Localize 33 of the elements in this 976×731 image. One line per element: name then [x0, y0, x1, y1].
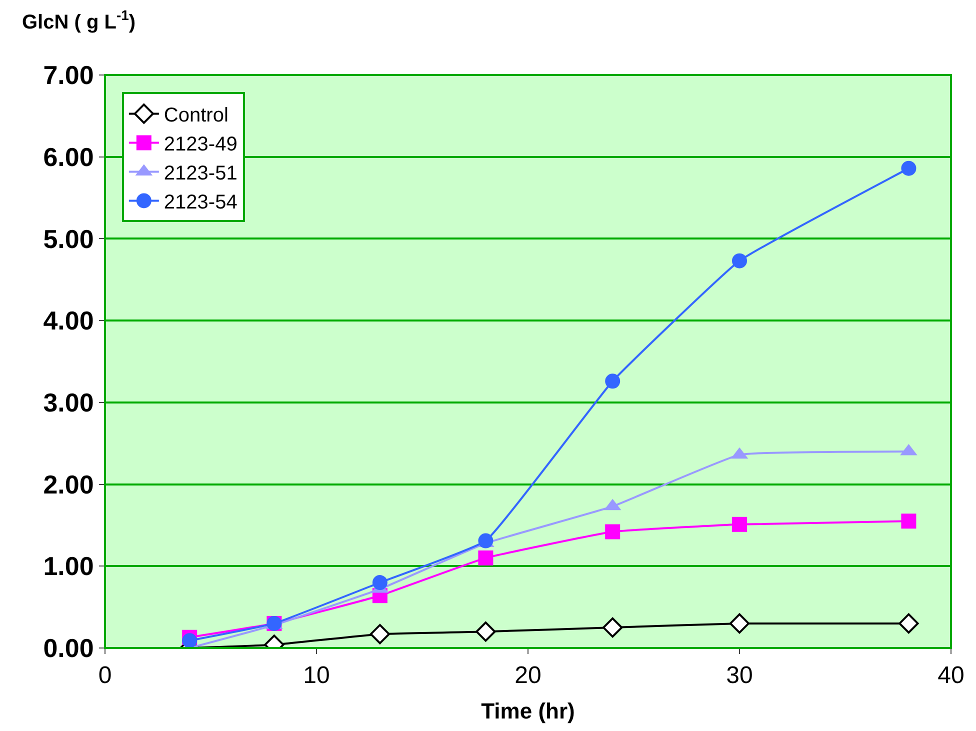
point [602, 617, 623, 638]
y-tick-label: 4.00 [43, 306, 94, 336]
x-tick-label: 20 [514, 662, 542, 689]
legend-label: Control [164, 104, 228, 126]
point [729, 613, 750, 634]
point [605, 374, 620, 389]
x-tick-label: 0 [98, 662, 112, 689]
point [898, 613, 919, 634]
legend-label: 2123-49 [164, 133, 238, 156]
x-tick-label: 10 [303, 662, 330, 689]
point [901, 160, 916, 176]
point [478, 550, 494, 566]
x-axis-title: Time (hr) [481, 698, 575, 724]
x-tick-label: 30 [726, 662, 753, 689]
y-tick-label: 3.00 [43, 388, 94, 418]
y-tick-label: 1.00 [43, 551, 94, 582]
x-tick-label: 40 [938, 662, 964, 689]
point [370, 624, 390, 644]
point [732, 253, 747, 268]
point [372, 575, 388, 590]
point [605, 524, 620, 540]
y-tick-label: 6.00 [43, 142, 94, 172]
y-tick-label: 7.00 [43, 60, 94, 90]
y-tick-label: 2.00 [43, 469, 94, 500]
point [901, 514, 916, 529]
point [732, 516, 747, 532]
point [476, 622, 496, 642]
y-axis-title: GlcN ( g L$^{-1}$) [22, 7, 136, 34]
legend-label: 2123-54 [164, 191, 238, 214]
y-tick-label: 0.00 [43, 633, 94, 664]
y-tick-label: 5.00 [43, 224, 94, 254]
legend-label: 2123-51 [164, 162, 238, 184]
point [182, 633, 198, 648]
